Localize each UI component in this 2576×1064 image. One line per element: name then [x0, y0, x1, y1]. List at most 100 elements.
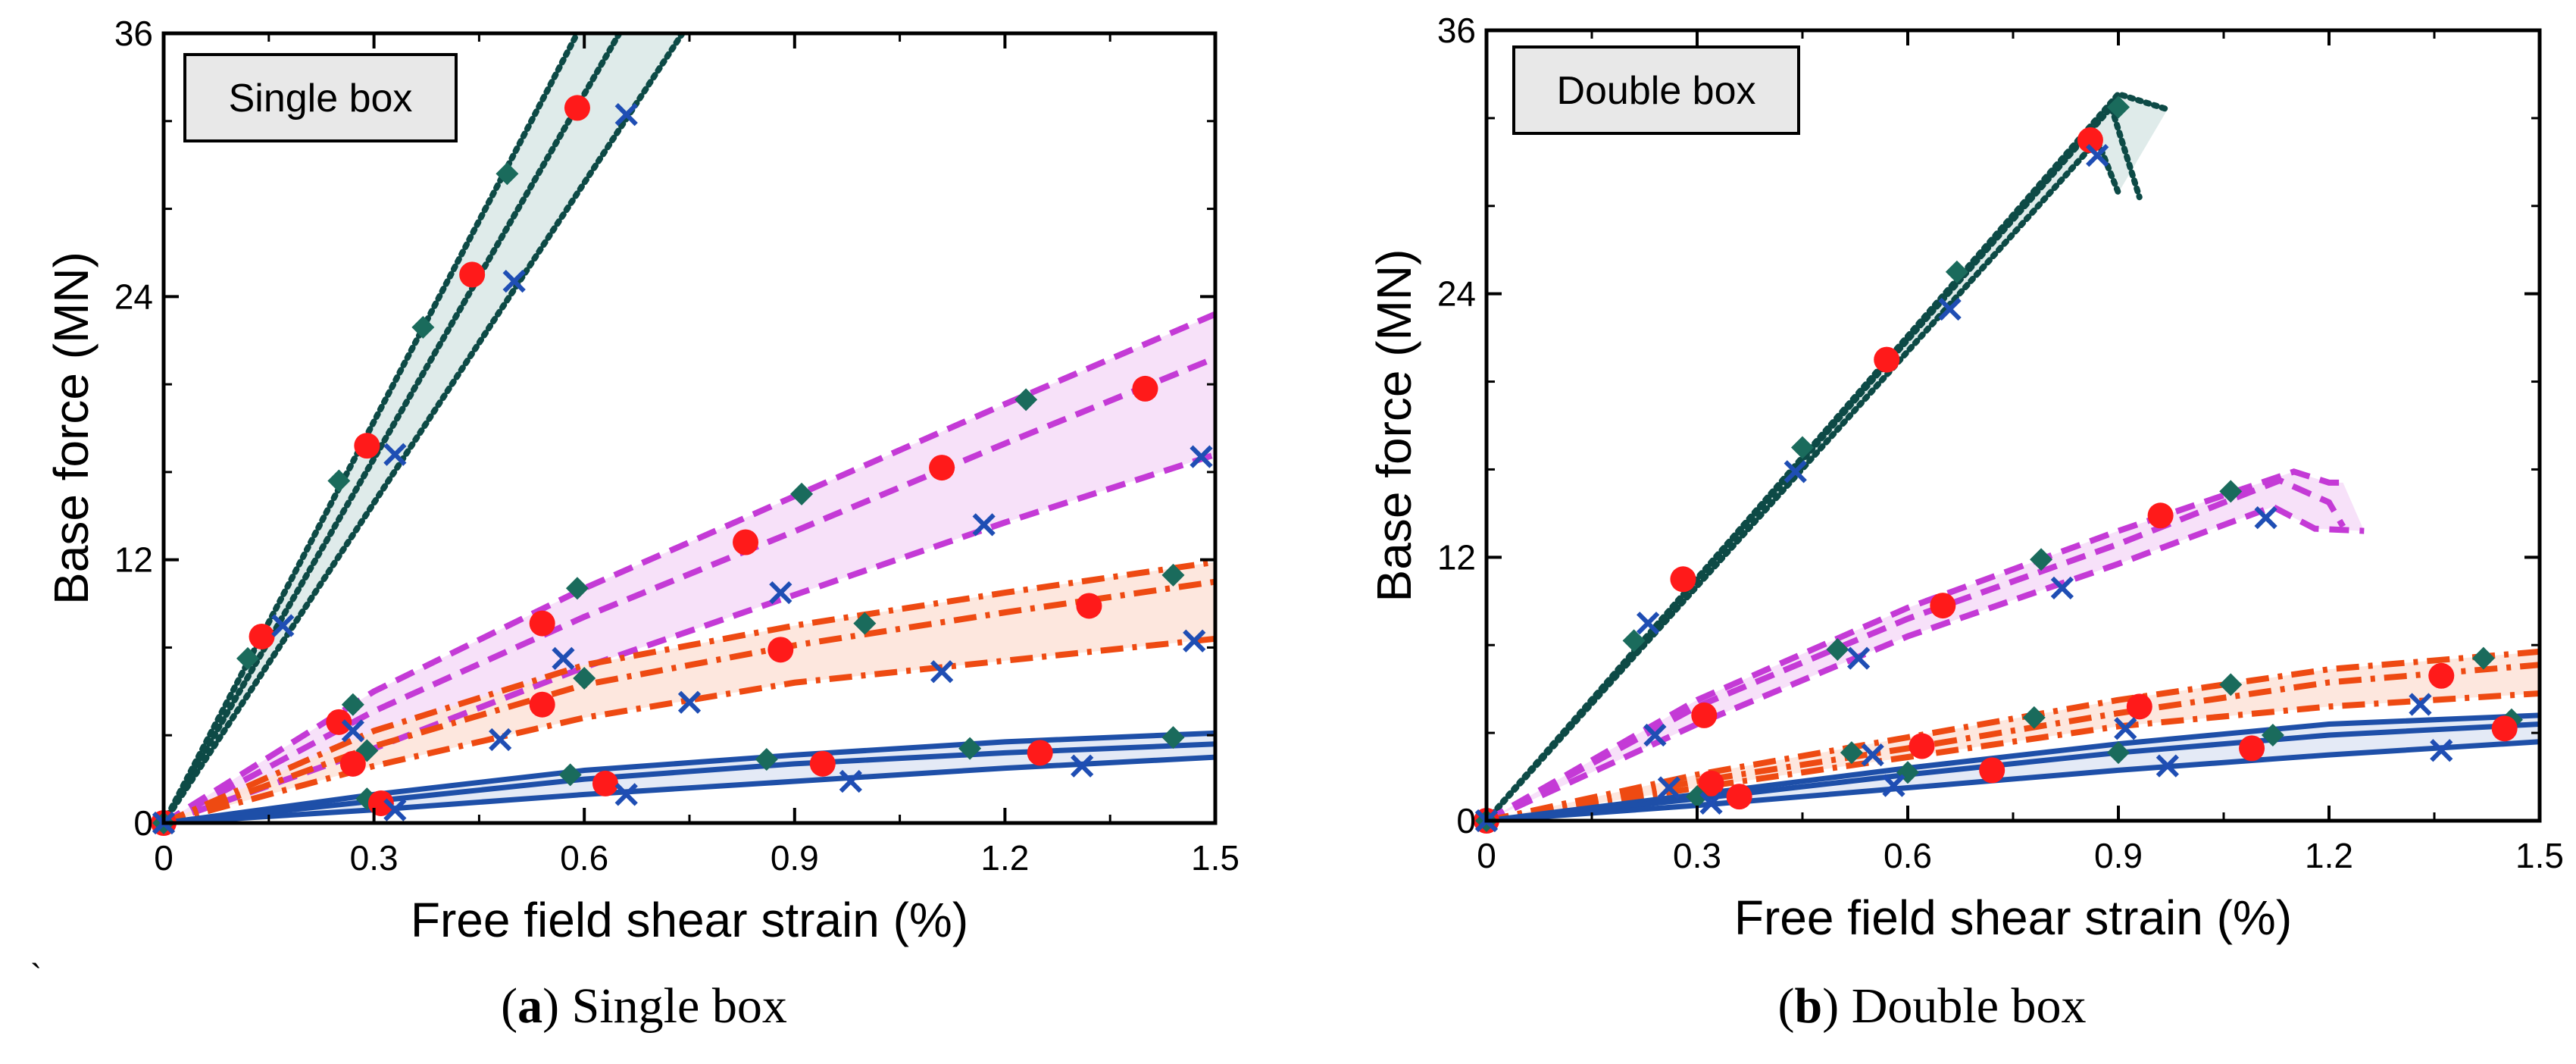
marker-dashed-x-2: [2050, 576, 2074, 600]
panel-b-double-box: 0 0.3 0.6 0.9 1.2 1.5 0 12 24 36 Free field shear …: [1367, 11, 2564, 945]
marker-solid-x-0: [1699, 791, 1723, 815]
marker-dashed-x-5: [1190, 445, 1213, 468]
x-tick-label-2: 0.6: [560, 838, 608, 878]
caption-a-text: Single box: [571, 978, 787, 1034]
inset-label-box: Single box: [183, 53, 458, 142]
marker-dash-dot-x-0: [1657, 776, 1681, 800]
series-solid-0: [1487, 712, 2540, 821]
marker-dotted-steep-diamond-1: [1791, 436, 1814, 459]
marker-dash-dot-x-2: [1183, 629, 1206, 652]
x-tick-label-0: 0: [154, 838, 174, 878]
marker-dashed-diamond-3: [1014, 388, 1038, 412]
series-dotted-steep-1: [164, 33, 623, 823]
stray-mark: `: [30, 957, 42, 997]
marker-solid-circle-3: [2491, 715, 2518, 742]
marker-solid-circle-0: [1726, 784, 1752, 810]
marker-solid-x-1: [614, 783, 638, 806]
marker-solid-circle-2: [809, 750, 836, 777]
marker-dotted-steep-circle-3: [564, 95, 590, 121]
marker-dashed-x-1: [489, 728, 512, 752]
marker-dotted-steep-x-0: [1637, 612, 1660, 635]
y-tick-label-3: 36: [114, 14, 153, 53]
x-tick-label-4: 1.2: [980, 838, 1029, 878]
marker-dotted-steep-diamond-2: [411, 315, 435, 339]
x-tick-label-5: 1.5: [1191, 838, 1240, 878]
marker-dash-dot-circle-2: [767, 637, 794, 663]
marker-dotted-steep-diamond-0: [1622, 629, 1646, 652]
marker-dash-dot-diamond-3: [1161, 563, 1185, 587]
marker-solid-diamond-2: [2107, 741, 2130, 765]
y-tick-label-2: 24: [1437, 274, 1476, 314]
marker-solid-diamond-3: [958, 737, 982, 760]
marker-dash-dot-x-2: [2114, 717, 2137, 740]
marker-dash-dot-circle-0: [339, 750, 366, 777]
caption-b-label: b: [1794, 978, 1823, 1034]
inset-label-text: Double box: [1556, 69, 1755, 113]
marker-dashed-circle-1: [1930, 593, 1956, 619]
marker-dashed-x-4: [972, 513, 996, 537]
marker-dotted-steep-circle-0: [1670, 566, 1696, 593]
marker-dotted-steep-x-2: [502, 269, 526, 293]
marker-dotted-steep-circle-1: [1874, 346, 1900, 373]
inset-label-text: Single box: [229, 77, 413, 120]
x-tick-label-0: 0: [1477, 836, 1496, 875]
marker-dotted-steep-x-0: [271, 614, 295, 637]
marker-solid-diamond-1: [558, 763, 582, 787]
marker-solid-x-1: [1882, 774, 1905, 797]
caption-a-label: a: [517, 978, 543, 1034]
marker-solid-circle-1: [1979, 757, 2005, 784]
marker-dotted-steep-circle-2: [2077, 127, 2103, 153]
caption-b-text: Double box: [1851, 978, 2087, 1034]
marker-dotted-steep-x-1: [1784, 460, 1807, 483]
marker-dash-dot-diamond-2: [853, 612, 877, 635]
marker-dashed-diamond-0: [341, 693, 364, 716]
marker-dotted-steep-x-3: [2086, 144, 2109, 167]
y-tick-label-1: 12: [114, 540, 153, 580]
y-tick-label-2: 24: [114, 277, 153, 316]
x-tick-label-2: 0.6: [1884, 836, 1932, 875]
plot-area: [164, 33, 1215, 823]
x-tick-label-1: 0.3: [1673, 836, 1721, 875]
marker-dash-dot-diamond-1: [573, 666, 596, 690]
y-tick-label-0: 0: [133, 803, 153, 843]
marker-dash-dot-diamond-2: [2219, 673, 2243, 696]
series-dashed-1: [1487, 477, 2346, 821]
marker-dotted-steep-circle-2: [459, 261, 486, 288]
series-solid-2: [1487, 739, 2540, 821]
marker-dashed-circle-3: [929, 455, 955, 481]
caption-b: (b) Double box: [1777, 978, 2087, 1034]
x-axis-title: Free field shear strain (%): [411, 893, 968, 947]
marker-dotted-steep-circle-0: [249, 623, 275, 649]
marker-dash-dot-x-0: [677, 690, 702, 714]
marker-dash-dot-circle-3: [2428, 662, 2455, 689]
marker-dashed-diamond-1: [2030, 548, 2053, 571]
marker-solid-x-3: [1071, 754, 1094, 778]
marker-dashed-x-0: [1643, 723, 1667, 747]
x-tick-label-5: 1.5: [2515, 836, 2564, 875]
plot-area: [1487, 90, 2540, 821]
panel-a-single-box: 0 0.3 0.6 0.9 1.2 1.5 0 12 24 36 Free field shear …: [44, 14, 1240, 947]
x-tick-label-4: 1.2: [2305, 836, 2353, 875]
marker-dotted-steep-diamond-3: [496, 162, 519, 186]
x-tick-label-3: 0.9: [771, 838, 819, 878]
marker-dashed-circle-2: [733, 529, 759, 555]
marker-dotted-steep-diamond-0: [236, 646, 260, 670]
series-dash-dot-0: [164, 559, 1215, 823]
marker-dash-dot-circle-2: [2126, 693, 2152, 720]
marker-solid-x-0: [383, 798, 407, 821]
caption-a: (a) Single box: [501, 978, 787, 1034]
series-dash-dot-1: [1487, 662, 2540, 821]
x-tick-label-1: 0.3: [350, 838, 399, 878]
marker-dotted-steep-x-3: [614, 102, 638, 127]
marker-dashed-diamond-2: [790, 482, 814, 505]
marker-dashed-x-3: [769, 581, 792, 605]
marker-dashed-circle-1: [529, 610, 555, 637]
marker-dash-dot-circle-1: [529, 691, 555, 718]
inset-label-bg: [183, 53, 458, 142]
series-dotted-steep-2: [164, 33, 686, 823]
marker-dashed-x-3: [2254, 506, 2277, 530]
series-dashed-0: [164, 311, 1215, 823]
marker-dashed-x-0: [341, 719, 364, 743]
band-dashed: [164, 314, 1215, 823]
inset-label-bg: [1512, 45, 1800, 135]
